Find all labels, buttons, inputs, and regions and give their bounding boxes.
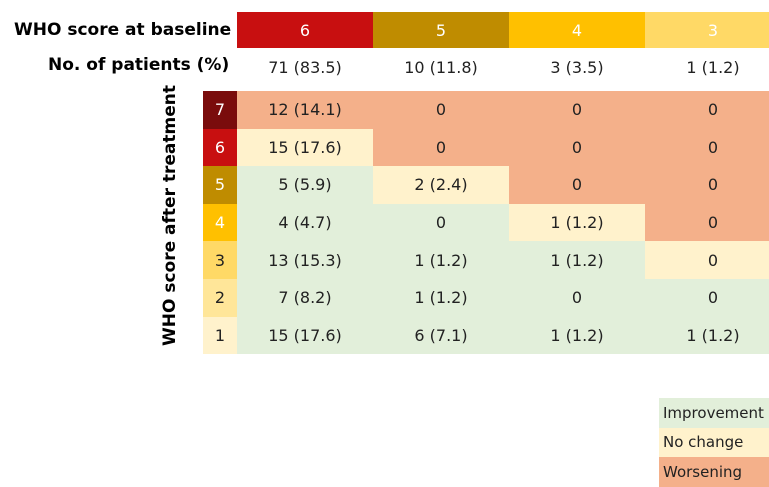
heatmap-cell: 0 (373, 203, 509, 242)
patient-count: 10 (11.8) (404, 57, 478, 77)
heatmap-cell: 2 (2.4) (373, 166, 509, 204)
heatmap-cell: 0 (645, 128, 769, 167)
patients-title: No. of patients (%) (48, 55, 230, 75)
legend-item-improvement: Improvement (659, 398, 769, 428)
heatmap-cell: 5 (5.9) (237, 166, 373, 204)
baseline-score-3: 3 (645, 12, 769, 48)
heatmap-cell: 1 (1.2) (509, 203, 645, 242)
baseline-score-6: 6 (237, 12, 373, 48)
heatmap-cell: 0 (509, 279, 645, 317)
heatmap-cell: 15 (17.6) (237, 316, 373, 355)
heatmap-cell: 1 (1.2) (645, 316, 769, 355)
patient-count: 1 (1.2) (686, 57, 740, 77)
heatmap-cell: 4 (4.7) (237, 203, 373, 242)
heatmap-cell: 0 (645, 91, 769, 129)
heatmap-cell: 7 (8.2) (237, 279, 373, 317)
after-score-7: 7 (203, 91, 237, 129)
heatmap-cell: 0 (645, 279, 769, 317)
baseline-title: WHO score at baseline (14, 20, 232, 40)
heatmap-cell: 15 (17.6) (237, 128, 373, 167)
patient-count: 71 (83.5) (268, 57, 342, 77)
baseline-score-4: 4 (509, 12, 645, 48)
heatmap-cell: 0 (645, 241, 769, 279)
legend-item-no-change: No change (659, 427, 769, 457)
after-score-3: 3 (203, 241, 237, 279)
heatmap-cell: 1 (1.2) (373, 279, 509, 317)
heatmap-cell: 1 (1.2) (373, 241, 509, 279)
heatmap-cell: 13 (15.3) (237, 241, 373, 279)
legend-item-worsening: Worsening (659, 457, 769, 487)
heatmap-cell: 0 (509, 91, 645, 129)
after-score-1: 1 (203, 316, 237, 355)
heatmap-cell: 0 (645, 203, 769, 242)
after-treatment-title: WHO score after treatment (160, 85, 180, 346)
heatmap-cell: 0 (509, 166, 645, 204)
heatmap-cell: 1 (1.2) (509, 241, 645, 279)
after-score-4: 4 (203, 203, 237, 242)
heatmap-cell: 0 (373, 91, 509, 129)
heatmap-cell: 12 (14.1) (237, 91, 373, 129)
heatmap-cell: 0 (645, 166, 769, 204)
after-score-5: 5 (203, 166, 237, 204)
after-score-2: 2 (203, 279, 237, 317)
heatmap-cell: 6 (7.1) (373, 316, 509, 355)
heatmap-cell: 0 (373, 128, 509, 167)
baseline-score-5: 5 (373, 12, 509, 48)
heatmap-cell: 0 (509, 128, 645, 167)
patient-count: 3 (3.5) (550, 57, 604, 77)
heatmap-cell: 1 (1.2) (509, 316, 645, 355)
after-score-6: 6 (203, 128, 237, 167)
